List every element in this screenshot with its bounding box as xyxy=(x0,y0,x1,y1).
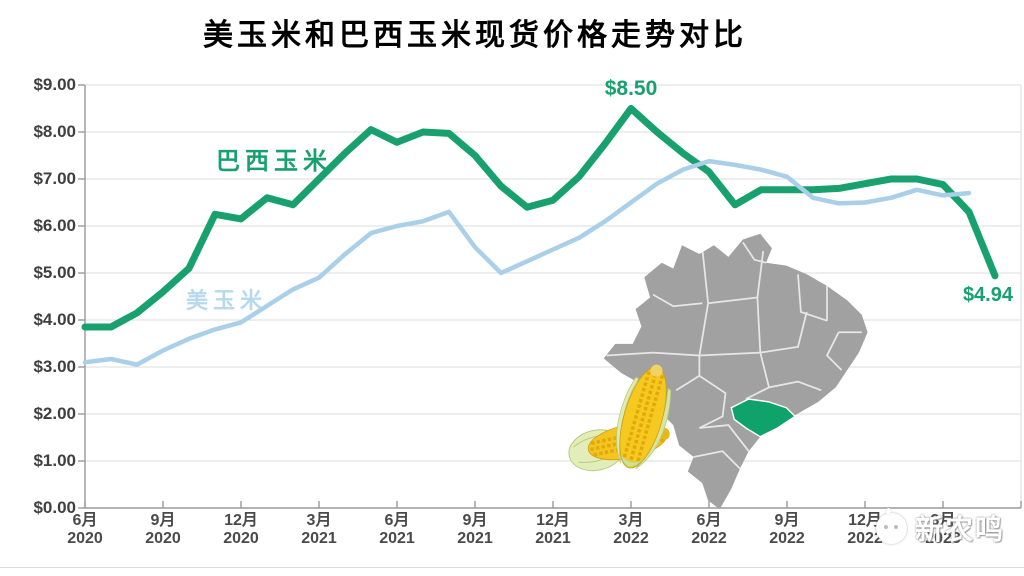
y-axis-label: $0.00 xyxy=(33,498,76,517)
highlighted-state-sao-paulo xyxy=(730,398,797,438)
y-axis-label: $8.00 xyxy=(33,122,76,141)
x-axis-label: 6月 2021 xyxy=(379,512,415,547)
y-axis-label: $6.00 xyxy=(33,216,76,235)
y-axis-label: $3.00 xyxy=(33,357,76,376)
x-axis-label: 3月 2023 xyxy=(925,512,961,547)
watermark: 新农鸣 xyxy=(876,507,1006,548)
state-borders xyxy=(606,241,862,470)
series-line-1 xyxy=(82,158,972,367)
chick-logo-icon xyxy=(876,507,907,544)
x-axis-label: 3月 2022 xyxy=(613,512,649,547)
corn-image xyxy=(568,364,672,472)
x-axis-label: 3月 2021 xyxy=(301,512,337,547)
series-label-brazil-corn: 巴西玉米 xyxy=(216,146,332,175)
x-axis-label: 9月 2020 xyxy=(145,512,181,547)
y-axis-label: $9.00 xyxy=(33,75,76,94)
x-axis-label: 9月 2022 xyxy=(769,512,805,547)
y-axis-label: $7.00 xyxy=(33,169,76,188)
x-axis-label: 12月 2020 xyxy=(223,512,259,547)
watermark-text: 新农鸣 xyxy=(915,514,1006,545)
front-corn-cob xyxy=(616,364,672,470)
brazil-map xyxy=(603,233,868,510)
x-axis-label: 9月 2021 xyxy=(457,512,493,547)
series-label-us-corn: 美玉米 xyxy=(186,288,268,314)
x-axis-label: 12月 2021 xyxy=(535,512,571,547)
x-axis-label: 6月 2020 xyxy=(67,512,103,547)
brazil-outline xyxy=(603,233,868,510)
series-line-0 xyxy=(81,105,999,331)
y-axis-label: $5.00 xyxy=(33,263,76,282)
chart-title: 美玉米和巴西玉米现货价格走势对比 xyxy=(203,18,747,53)
x-axis-label: 6月 2022 xyxy=(691,512,727,547)
annotation-end-value: $4.94 xyxy=(962,284,1013,306)
y-axis-label: $1.00 xyxy=(33,451,76,470)
y-axis-label: $4.00 xyxy=(33,310,76,329)
y-axis-label: $2.00 xyxy=(33,404,76,423)
annotation-peak-value: $8.50 xyxy=(604,77,658,100)
bottom-divider xyxy=(0,567,1024,568)
x-axis-label: 12月 2022 xyxy=(847,512,883,547)
